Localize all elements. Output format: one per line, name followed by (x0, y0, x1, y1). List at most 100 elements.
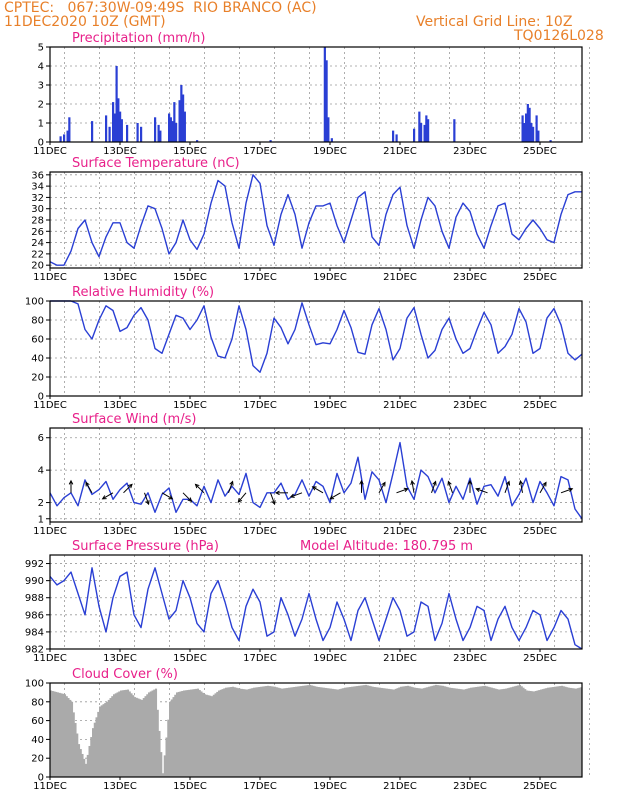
cloud-bar (172, 697, 175, 777)
precip-bar (413, 128, 416, 142)
cloud-bar (442, 685, 445, 777)
cloud-bar (328, 688, 331, 777)
cloud-bar (109, 698, 112, 777)
cloud-bar (505, 688, 508, 777)
cloud-bar (440, 685, 443, 777)
cloud-bar (324, 687, 327, 777)
precip-bar (113, 113, 116, 142)
precip-bar (330, 138, 333, 142)
humidity-xtick-label: 19DEC (313, 400, 347, 411)
cloud-bar (321, 687, 324, 777)
pressure-xtick-label: 19DEC (313, 653, 347, 664)
cloud-bar (270, 686, 273, 777)
precip-bar (537, 130, 540, 142)
precip-bar (420, 123, 423, 142)
precip-bar (521, 115, 524, 142)
cloud-bar (79, 749, 82, 777)
cloud-bar (426, 687, 429, 777)
cloud-bar (316, 686, 319, 777)
wind-arrow-head (311, 486, 317, 491)
wind-arrow (237, 492, 247, 503)
run-time-header: 11DEC2020 10Z (GMT) (4, 14, 166, 30)
cloud-bar (225, 687, 228, 777)
cloud-bar (228, 687, 231, 777)
cloud-bar (193, 689, 196, 777)
cloud-bar (123, 690, 126, 777)
cloud-bar (370, 686, 373, 777)
wind-arrow (144, 492, 150, 505)
precip-bar (269, 140, 272, 142)
cloud-bar (111, 696, 114, 777)
cloud-bar (377, 687, 380, 777)
cloud-bar (303, 685, 306, 777)
pressure-xtick-label: 17DEC (243, 653, 277, 664)
cloud-bar (575, 688, 578, 777)
cloud-bar (144, 696, 147, 777)
temperature-frame (49, 171, 583, 269)
cloud-bar (219, 689, 222, 777)
temperature-xtick-label: 25DEC (523, 272, 557, 283)
wind-arrow-head (187, 497, 193, 503)
cloud-bar (405, 686, 408, 777)
cloud-bar (205, 694, 208, 777)
precip-bar (120, 119, 123, 142)
wind-arrow-head (467, 479, 473, 485)
cloud-bar (186, 690, 189, 777)
cloud-bar (204, 694, 207, 777)
cloud-bar (552, 686, 555, 777)
cloud-bar (260, 686, 263, 777)
cloud-bar (284, 688, 287, 777)
precip-bar (395, 134, 398, 142)
cloud-bar (314, 686, 317, 777)
precip-bar (182, 94, 185, 142)
cloud-bar (281, 688, 284, 777)
pressure-xtick-label: 11DEC (33, 653, 67, 664)
cloud-bar (296, 686, 299, 777)
precipitation-xtick-label: 15DEC (173, 146, 207, 157)
precip-bar (171, 121, 174, 142)
cloud-bar (559, 686, 562, 777)
precipitation-frame (49, 46, 583, 143)
cloud-bar (149, 691, 152, 777)
cloud-bar (153, 689, 156, 777)
cloud-bar (81, 753, 84, 777)
wind-arrow (329, 492, 341, 500)
wind-title: Surface Wind (m/s) (72, 412, 196, 427)
cloud-bar (403, 686, 406, 777)
cloud-bar (310, 685, 313, 777)
cloud-ytick-label: 80 (31, 697, 44, 708)
cloud-bar (489, 687, 492, 777)
cloud-bar (293, 686, 296, 777)
cloud-bar (258, 686, 261, 777)
wind-arrow (182, 492, 192, 502)
cloud-bar (167, 719, 170, 777)
cloud-bar (487, 686, 490, 777)
precipitation-ytick-label: 5 (38, 43, 44, 54)
wind-xtick-label: 19DEC (313, 526, 347, 537)
humidity-ytick-label: 0 (38, 392, 44, 403)
wind-arrow-head (274, 490, 280, 496)
precip-bar (91, 121, 94, 142)
pressure-xtick-label: 25DEC (523, 653, 557, 664)
cloud-bar (491, 687, 494, 777)
cloud-bar (344, 687, 347, 777)
cloud-bar (253, 687, 256, 777)
cloud-bar (459, 689, 462, 777)
cloud-bar (351, 686, 354, 777)
cloud-bar (78, 744, 81, 777)
cloud-bar (412, 687, 415, 777)
cloud-bar (221, 689, 224, 777)
cloud-bar (419, 688, 422, 777)
cloud-bar (540, 689, 543, 777)
precip-bar (325, 60, 328, 142)
wind-arrow (431, 481, 437, 493)
cloud-bar (64, 694, 67, 777)
humidity-xtick-label: 17DEC (243, 400, 277, 411)
cloud-bar (85, 763, 88, 777)
cloud-bar (317, 686, 320, 777)
cloud-bar (272, 686, 275, 777)
wind-arrow-head (271, 500, 276, 506)
cloud-bar (447, 687, 450, 777)
cloud-bar (170, 699, 173, 777)
cloud-bar (414, 687, 417, 777)
